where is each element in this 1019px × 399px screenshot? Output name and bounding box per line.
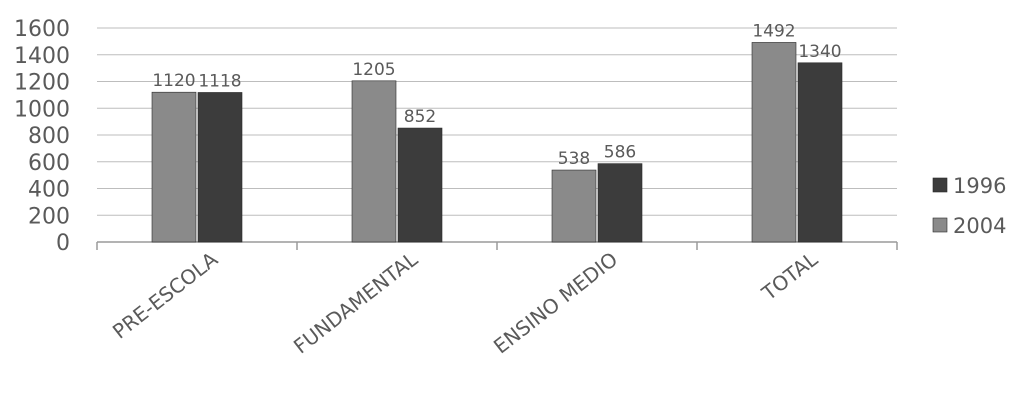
- category-label: ENSINO MEDIO: [489, 247, 622, 358]
- y-tick-label: 600: [28, 151, 70, 176]
- bar: [751, 42, 797, 243]
- bar: [197, 92, 243, 243]
- legend-label: 2004: [953, 214, 1006, 238]
- y-tick-label: 1000: [14, 97, 70, 122]
- data-label: 852: [404, 107, 436, 127]
- y-tick-label: 0: [56, 231, 70, 256]
- y-tick-label: 1200: [14, 71, 70, 96]
- category-label: TOTAL: [757, 247, 823, 306]
- data-label: 1120: [152, 71, 195, 91]
- bar: [351, 80, 397, 243]
- bar: [151, 91, 197, 243]
- bar: [597, 163, 643, 243]
- bar: [797, 62, 843, 243]
- legend-swatch: [932, 177, 948, 193]
- legend-swatch: [932, 217, 948, 233]
- y-tick-label: 400: [28, 178, 70, 203]
- bars: [151, 42, 843, 243]
- data-label: 586: [604, 143, 636, 163]
- category-label: PRE-ESCOLA: [108, 247, 222, 344]
- y-tick-label: 1600: [14, 17, 70, 42]
- y-tick-label: 1400: [14, 44, 70, 69]
- data-label: 1205: [352, 60, 395, 80]
- category-labels: PRE-ESCOLA FUNDAMENTAL ENSINO MEDIO TOTAL: [108, 247, 823, 359]
- y-tick-label: 800: [28, 124, 70, 149]
- x-axis: [96, 241, 898, 250]
- data-label: 1118: [198, 71, 241, 91]
- category-label: FUNDAMENTAL: [289, 247, 423, 359]
- y-tick-label: 200: [28, 204, 70, 229]
- data-label: 538: [558, 149, 590, 169]
- data-label: 1492: [752, 21, 795, 41]
- data-label: 1340: [798, 42, 841, 62]
- legend: 1996 2004: [932, 174, 1006, 238]
- legend-label: 1996: [953, 174, 1006, 198]
- bar: [397, 127, 443, 243]
- bar: [551, 169, 597, 243]
